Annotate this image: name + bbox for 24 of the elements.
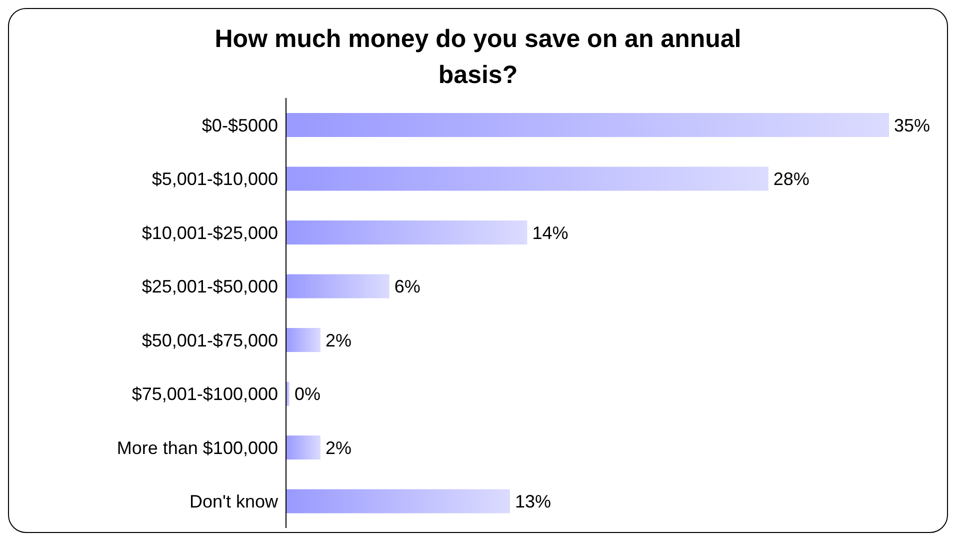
bar [286,489,510,514]
bar [286,220,528,245]
bar [286,274,390,298]
bar [286,436,320,460]
data-label: 35% [894,115,930,136]
data-label: 6% [394,276,420,297]
y-tick-label: $25,001-$50,000 [142,276,278,297]
y-tick-label: $5,001-$10,000 [152,169,278,190]
bar [286,328,320,352]
y-tick-label: More than $100,000 [116,438,278,458]
y-tick-label: $10,001-$25,000 [142,222,278,243]
y-tick-label: $75,001-$100,000 [132,384,278,404]
chart-title: How much money do you save on an annual basis? [214,24,742,91]
data-label: 28% [773,169,810,190]
y-tick-label: Don't know [190,492,279,512]
data-label: 0% [294,384,320,404]
data-label: 13% [514,492,552,512]
bar [286,166,768,191]
data-label: 2% [325,330,352,350]
data-label: 14% [532,222,568,243]
y-tick-label: $50,001-$75,000 [142,330,278,350]
y-tick-label: $0-$5000 [202,115,278,136]
bar [286,113,889,138]
data-label: 2% [325,438,352,458]
